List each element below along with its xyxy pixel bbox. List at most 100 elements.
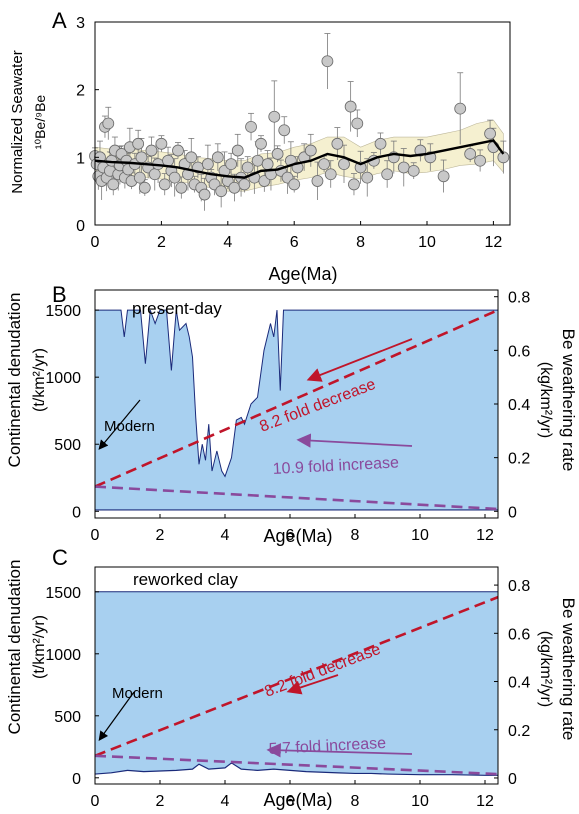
panel-c-chart: 0 2 4 6 8 10 12 0 500 1000 1500 0 0.2 0.4 0.6 0.8 — [45, 566, 530, 810]
x-tick-label: 4 — [221, 527, 230, 544]
data-point — [175, 181, 188, 194]
modern-arrow — [98, 691, 135, 741]
data-point — [354, 161, 367, 174]
plot-frame — [94, 566, 499, 785]
y-left-tick-label: 1500 — [45, 303, 81, 320]
y-right-tick-label: 0.8 — [508, 578, 530, 595]
x-tick-label: 10 — [418, 234, 436, 251]
panel-c-ylabel-left-2: (t/km²/yr) — [31, 615, 48, 679]
panel-c-ylabel-right-1: Be weathering rate — [559, 598, 578, 741]
data-point — [381, 168, 394, 181]
data-point — [133, 171, 146, 184]
decrease-trend-line — [94, 308, 499, 488]
y-right-tick-label: 0.4 — [508, 397, 530, 414]
x-tick-label: 8 — [356, 234, 365, 251]
panel-a-xlabel: Age(Ma) — [268, 264, 337, 284]
increase-arrow — [266, 743, 413, 758]
data-point — [261, 158, 274, 171]
y-right-tick-label: 0.8 — [508, 290, 530, 307]
data-point — [464, 148, 477, 160]
y-right-tick-label: 0 — [508, 504, 517, 521]
data-point — [255, 137, 267, 150]
panel-c-increase-label: 5.7 fold increase — [268, 735, 386, 758]
y-tick-label: 3 — [76, 15, 85, 32]
panel-c-title: reworked clay — [133, 570, 238, 589]
data-point — [278, 124, 291, 137]
x-tick-label: 2 — [156, 793, 165, 810]
data-point — [397, 161, 410, 174]
y-left-tick-label: 500 — [54, 437, 81, 454]
y-tick-label: 2 — [76, 83, 85, 100]
data-point — [271, 148, 284, 160]
increase-arrow — [296, 433, 413, 448]
panel-b-ylabel-right-2: (kg/km²/yr) — [537, 362, 554, 438]
x-tick-label: 0 — [91, 793, 100, 810]
y-left-tick-label: 0 — [72, 771, 81, 788]
smoothed-line — [94, 139, 505, 179]
data-point — [304, 144, 317, 157]
data-point — [288, 178, 301, 191]
data-point — [148, 168, 161, 181]
y-left-tick-label: 500 — [54, 709, 81, 726]
data-point — [198, 188, 211, 201]
data-point — [321, 55, 334, 68]
panel-a-ylabel-1: Normalized Seawater — [9, 50, 26, 193]
denudation-upper-edge — [95, 309, 498, 478]
y-right-tick-label: 0.6 — [508, 626, 530, 643]
panel-a-ylabel-2: ¹⁰Be/⁹Be — [32, 95, 48, 150]
decrease-trend-line — [94, 595, 499, 757]
data-point — [225, 158, 238, 171]
panel-b-ylabel-left-2: (t/km²/yr) — [31, 348, 48, 412]
y-right-tick-label: 0.6 — [508, 343, 530, 360]
data-point — [344, 100, 357, 113]
x-tick-label: 12 — [476, 793, 494, 810]
data-point — [172, 144, 184, 157]
panel-c-ylabel-left-1: Continental denudation — [5, 560, 24, 735]
data-point — [407, 164, 420, 177]
panel-b-modern-label: Modern — [104, 418, 155, 435]
y-tick-label: 0 — [76, 218, 85, 235]
data-point — [168, 171, 181, 184]
denudation-area — [95, 310, 498, 510]
data-point — [268, 110, 281, 123]
data-point — [215, 185, 228, 198]
y-right-tick-label: 0 — [508, 771, 517, 788]
decrease-arrow — [306, 338, 413, 382]
y-right-tick-label: 0.2 — [508, 451, 530, 468]
x-tick-label: 6 — [290, 234, 299, 251]
panel-label-c: C — [52, 545, 68, 570]
data-point — [484, 127, 496, 140]
panel-c-xlabel: Age(Ma) — [263, 790, 332, 810]
data-point — [138, 181, 151, 194]
panel-b-xlabel: Age(Ma) — [263, 526, 332, 546]
data-point — [228, 181, 241, 194]
data-point — [361, 171, 374, 184]
x-tick-label: 4 — [223, 234, 232, 251]
data-point — [437, 170, 450, 183]
data-point — [311, 175, 324, 187]
data-point — [338, 158, 350, 171]
data-point — [318, 158, 330, 171]
x-tick-label: 12 — [476, 527, 494, 544]
panel-c-ylabel-right-2: (kg/km²/yr) — [537, 631, 554, 707]
panel-b-chart: 0 2 4 6 8 10 12 0 500 1000 1500 0 0.2 0.4 0.6 0.8 — [45, 289, 530, 544]
plot-frame — [94, 21, 511, 226]
x-tick-label: 6 — [286, 793, 295, 810]
x-tick-label: 10 — [411, 527, 429, 544]
data-point — [245, 120, 257, 133]
data-point — [162, 154, 174, 167]
data-point — [107, 178, 120, 191]
decrease-arrow — [286, 674, 339, 695]
data-point — [324, 168, 337, 181]
data-point — [102, 117, 115, 130]
data-point — [331, 137, 344, 150]
y-left-tick-label: 1000 — [45, 647, 81, 664]
x-tick-label: 2 — [157, 234, 166, 251]
panel-b-title: present-day — [132, 299, 222, 318]
y-left-tick-label: 1000 — [45, 370, 81, 387]
x-tick-label: 8 — [351, 527, 360, 544]
data-point — [241, 161, 254, 174]
data-point — [351, 117, 364, 130]
